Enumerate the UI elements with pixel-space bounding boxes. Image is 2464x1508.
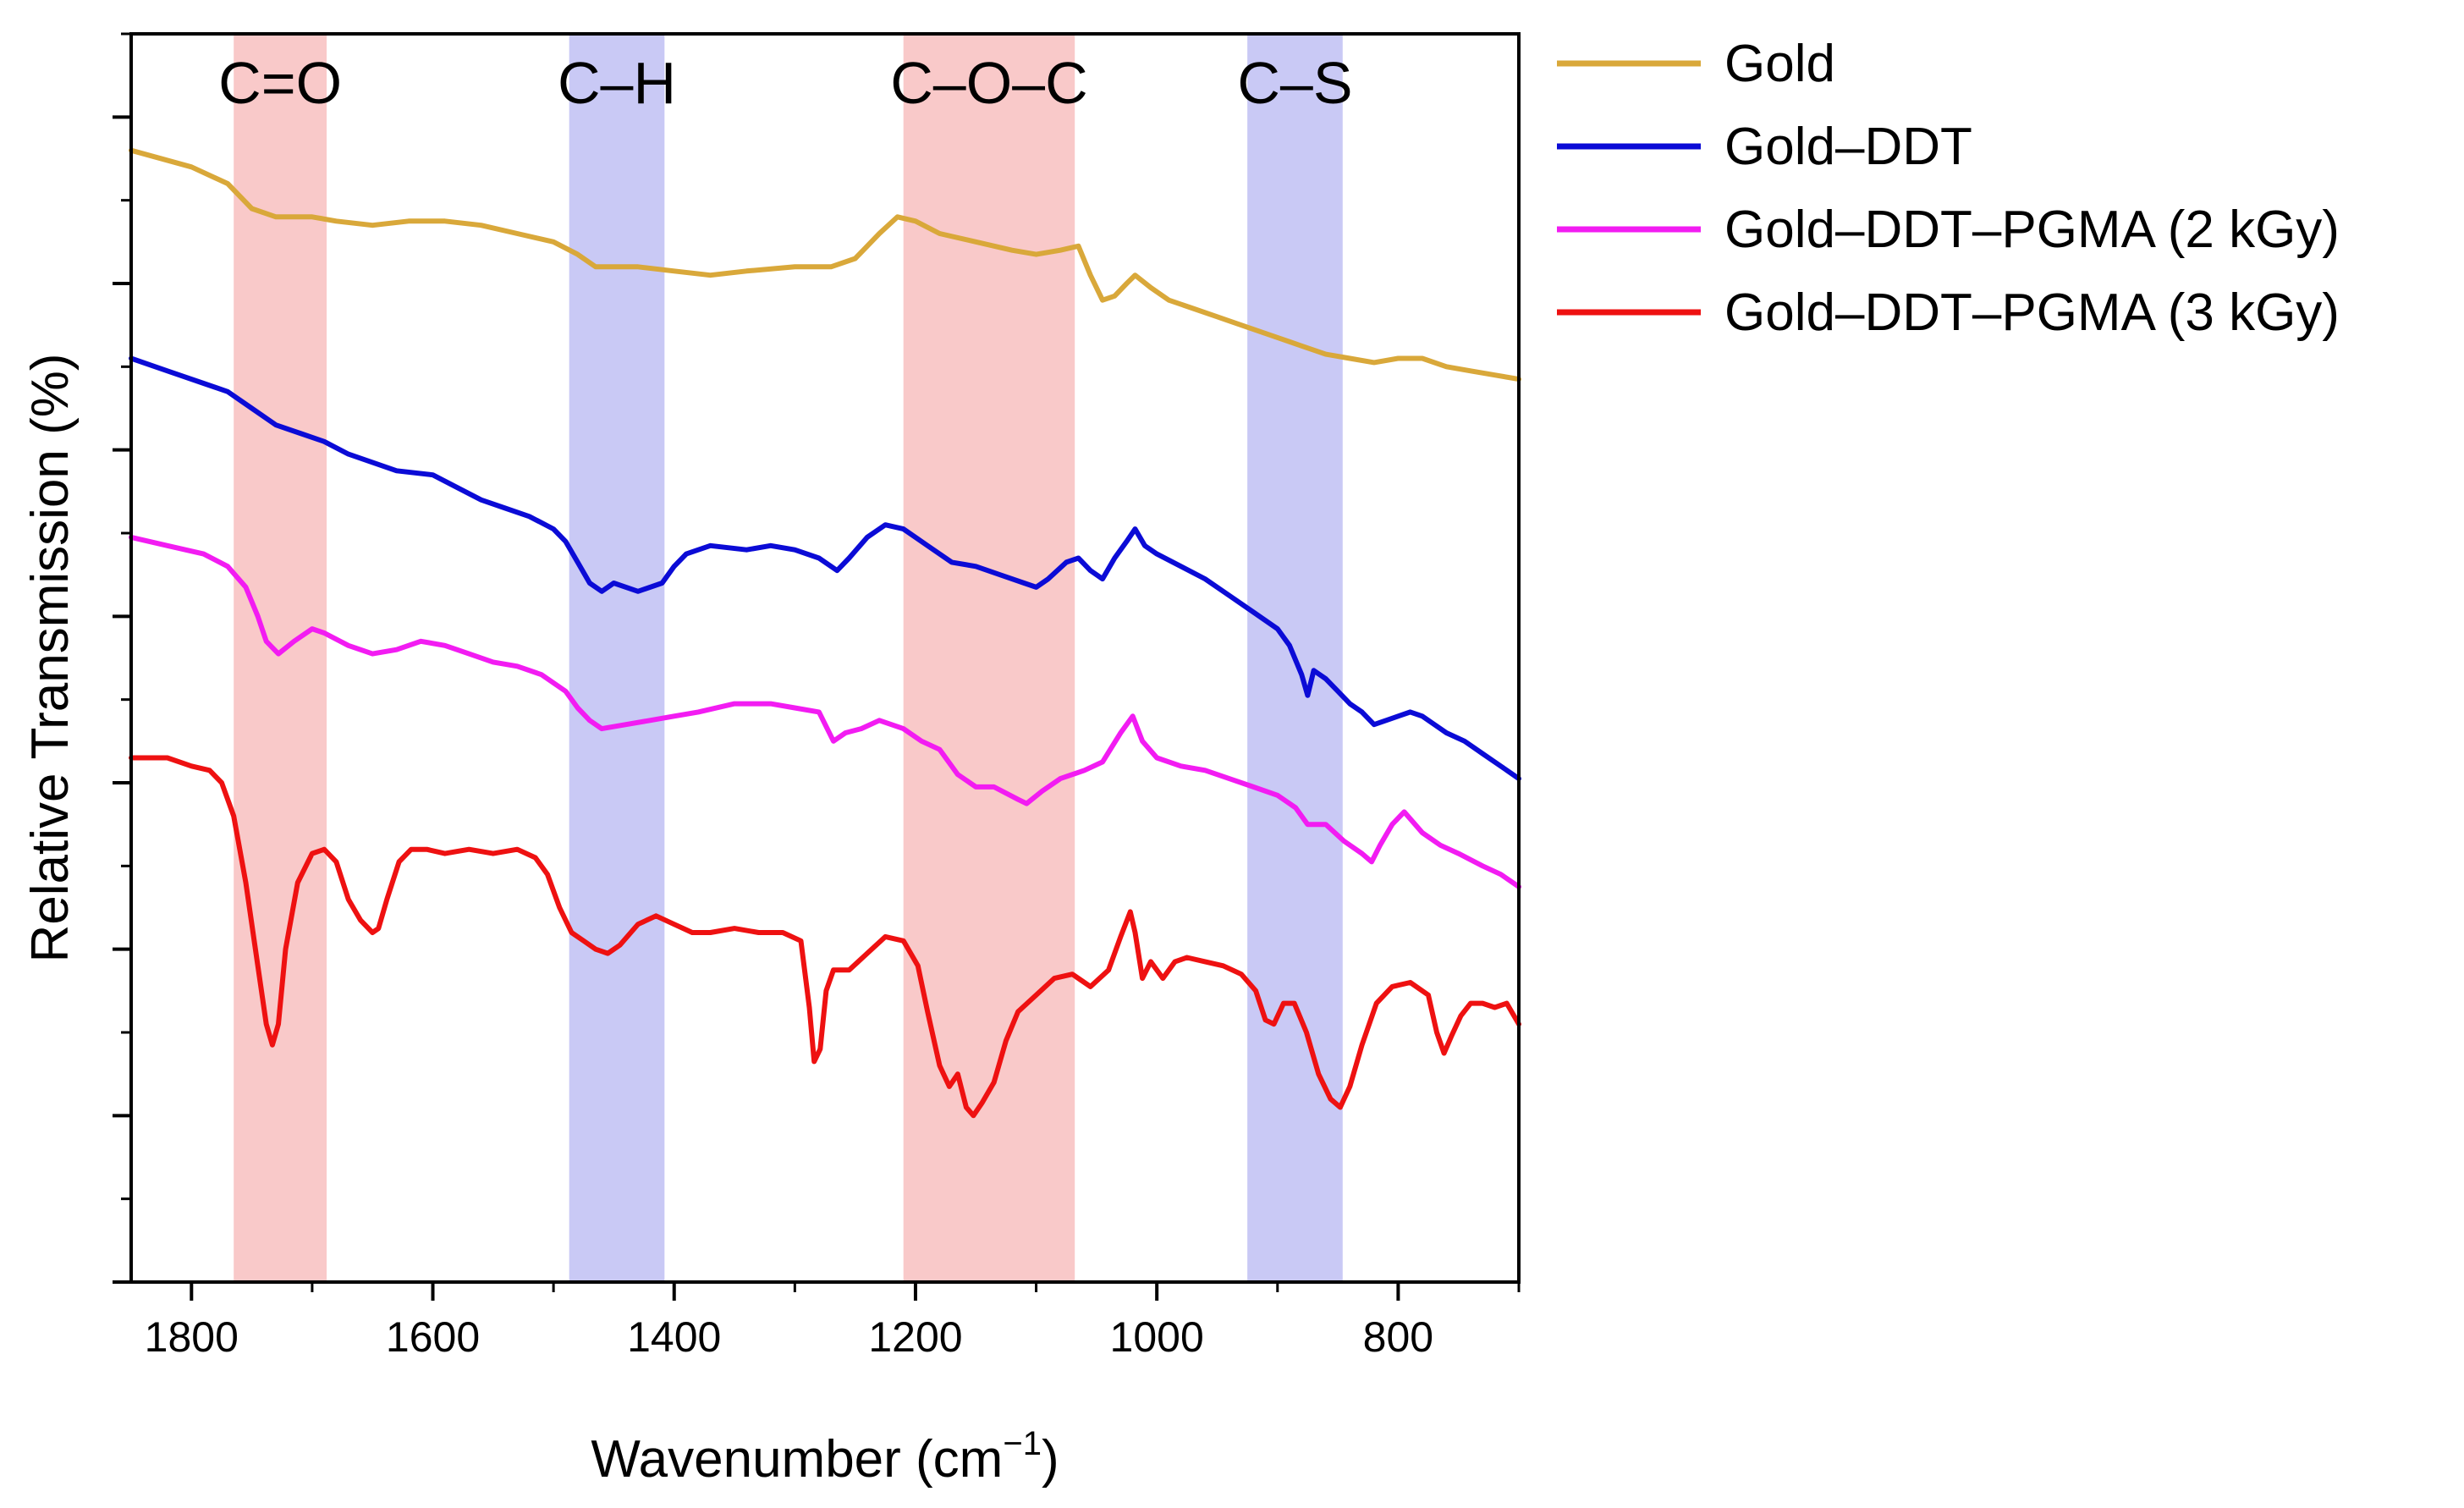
band-label-3: C–S	[1237, 50, 1352, 116]
series-layer	[129, 147, 1521, 1119]
band-2	[903, 34, 1075, 1282]
legend-label-1: Gold–DDT	[1724, 118, 1972, 176]
x-tick-label-2: 1400	[627, 1313, 721, 1361]
x-tick-label-0: 1800	[145, 1313, 239, 1361]
series-line-0	[129, 147, 1521, 383]
legend-label-0: Gold	[1724, 35, 1835, 93]
x-tick-label-4: 1000	[1110, 1313, 1204, 1361]
x-tick-label-3: 1200	[868, 1313, 962, 1361]
axis-ticks: 1800 1600 1400 1200 1000 800	[113, 32, 1521, 1361]
band-label-1: C–H	[558, 50, 676, 116]
band-1	[569, 34, 665, 1282]
x-tick-label-5: 800	[1363, 1313, 1433, 1361]
y-axis-title: Relative Transmission (%)	[21, 353, 80, 962]
legend-label-2: Gold–DDT–PGMA (2 kGy)	[1724, 201, 2340, 259]
band-label-0: C=O	[218, 50, 342, 116]
x-axis-title: Wavenumber (cm−1)	[591, 1425, 1059, 1489]
band-layer: C=O C–H C–O–C C–S	[218, 34, 1353, 1282]
legend: Gold Gold–DDT Gold–DDT–PGMA (2 kGy) Gold–DD…	[1557, 35, 2340, 342]
legend-label-3: Gold–DDT–PGMA (3 kGy)	[1724, 283, 2340, 342]
band-label-2: C–O–C	[890, 50, 1087, 116]
series-line-2	[129, 534, 1521, 889]
plot-frame	[129, 32, 1521, 1284]
band-0	[234, 34, 327, 1282]
series-line-3	[129, 755, 1521, 1119]
series-line-1	[129, 355, 1521, 782]
x-tick-label-1: 1600	[386, 1313, 480, 1361]
